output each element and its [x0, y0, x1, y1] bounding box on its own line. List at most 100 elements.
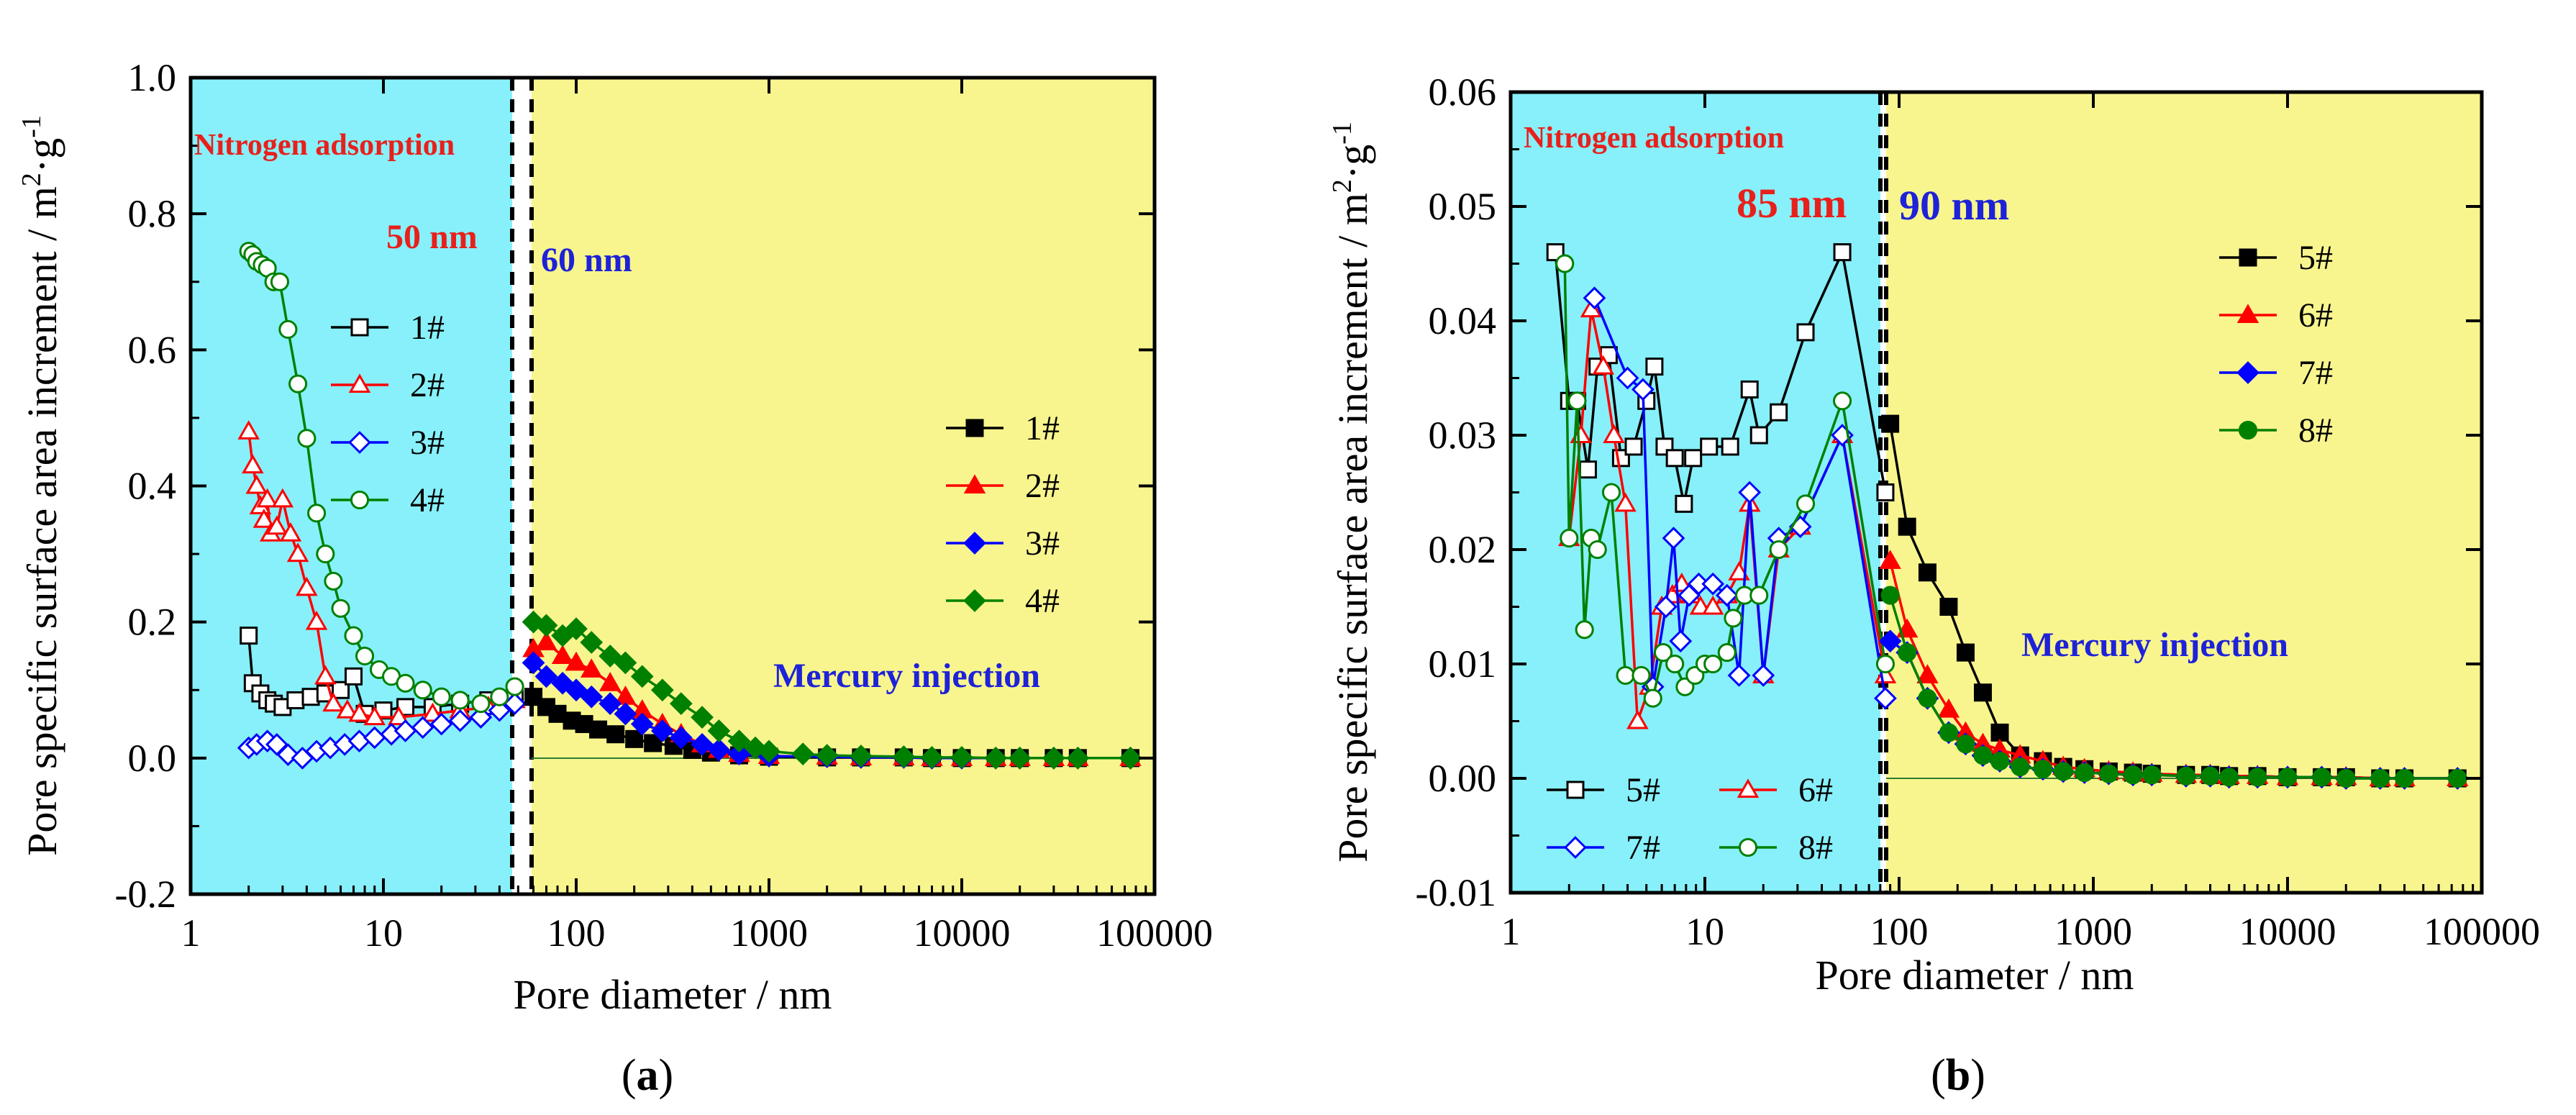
data-point	[450, 691, 470, 710]
x-tick-label: 100	[547, 911, 606, 955]
data-point	[301, 688, 320, 706]
data-point	[1939, 723, 1958, 742]
legend-marker	[350, 318, 369, 337]
legend-item-5#: 5#	[1547, 771, 1660, 809]
data-point	[1592, 355, 1615, 375]
series-nitrogen-3#	[237, 692, 527, 770]
region-label-nitrogen-b: Nitrogen adsorption	[1524, 122, 1784, 155]
legend-label: 4#	[1025, 582, 1060, 620]
data-point	[565, 651, 588, 671]
legend-label: 7#	[2298, 354, 2333, 392]
data-point	[307, 504, 327, 523]
data-point	[271, 488, 294, 508]
data-point	[1740, 380, 1759, 399]
legend-marker	[348, 373, 371, 393]
data-point	[630, 712, 654, 736]
data-point	[1874, 686, 1897, 710]
series-mercury-8#	[1880, 586, 2467, 788]
legend-item-8#: 8#	[2219, 411, 2333, 450]
data-point	[1898, 517, 1916, 536]
legend-item-2#: 2#	[946, 467, 1060, 505]
data-point	[413, 681, 432, 700]
y-tick-label: -0.01	[1416, 871, 1496, 914]
data-point	[1990, 752, 2010, 771]
data-point	[1066, 746, 1090, 770]
y-axis-label-b: Pore specific surface area increment / m…	[1327, 122, 1376, 863]
data-point	[448, 709, 472, 732]
x-tick-label: 1	[1501, 910, 1521, 953]
data-point	[625, 729, 644, 748]
legend-marker	[2236, 361, 2259, 384]
data-point	[1956, 734, 1975, 754]
data-point	[488, 698, 511, 722]
data-point	[237, 420, 260, 440]
data-point	[1727, 664, 1751, 687]
x-tick-label: 10	[364, 911, 403, 955]
data-point	[1749, 426, 1768, 445]
data-point	[1665, 654, 1685, 674]
legend-item-4#: 4#	[331, 481, 445, 519]
y-tick-label: 0.05	[1429, 185, 1497, 228]
legend-a-filled: 1# 2# 3# 4#	[946, 409, 1060, 620]
y-tick-label: 0.02	[1429, 528, 1497, 571]
data-point	[296, 576, 318, 596]
data-point	[324, 571, 343, 591]
legend-b-filled: 5# 6# 7# 8#	[2219, 239, 2333, 450]
data-point	[1703, 654, 1723, 674]
data-point	[344, 626, 363, 645]
data-point	[1643, 688, 1662, 708]
y-tick-label: 0.0	[128, 737, 177, 780]
data-point	[1614, 492, 1637, 512]
data-point	[490, 687, 509, 706]
mercury-region-a	[532, 78, 1155, 894]
data-point	[279, 522, 302, 542]
data-point	[2312, 768, 2331, 787]
data-point	[1669, 629, 1693, 653]
data-point	[1626, 709, 1649, 729]
data-point	[1645, 358, 1664, 376]
data-point	[286, 542, 309, 563]
series-nitrogen-8#	[1555, 254, 1895, 708]
legend-marker	[1738, 837, 1758, 857]
x-tick-label: 10	[1685, 910, 1724, 953]
y-tick-label: 0.8	[128, 192, 177, 235]
data-point	[1973, 746, 1993, 765]
legend-item-3#: 3#	[331, 424, 445, 462]
data-point	[2124, 765, 2143, 785]
data-point	[1833, 243, 1852, 262]
data-point	[1588, 540, 1607, 560]
legend-item-1#: 1#	[946, 409, 1060, 447]
data-point	[1832, 391, 1852, 411]
data-point	[1567, 391, 1587, 411]
data-point	[1578, 460, 1597, 479]
legend-item-7#: 7#	[1547, 829, 1660, 867]
legend-marker	[963, 532, 986, 555]
data-point	[691, 706, 714, 729]
legend-label: 5#	[2298, 239, 2333, 277]
data-point	[1662, 527, 1685, 550]
data-point	[1119, 746, 1142, 770]
data-point	[1796, 494, 1816, 514]
data-point	[2033, 760, 2052, 779]
x-tick-label: 1000	[2054, 910, 2132, 953]
data-point	[1956, 643, 1975, 662]
series-nitrogen-4#	[239, 242, 524, 714]
data-point	[2011, 757, 2030, 777]
legend-b-open: 5# 6# 7# 8#	[1547, 771, 1833, 867]
data-point	[2277, 768, 2298, 787]
data-point	[314, 665, 337, 685]
legend-item-5#: 5#	[2219, 239, 2333, 277]
panel-a: 1 10 100 1000 10000 100000 -0.2 0.0 0.2 0.4 0.6 0.8…	[17, 56, 1213, 1100]
data-point	[1898, 643, 1917, 663]
data-point	[1684, 449, 1703, 468]
data-point	[650, 678, 674, 702]
nitrogen-region-a	[191, 78, 512, 894]
legend-marker	[963, 474, 986, 493]
data-point	[757, 739, 780, 763]
data-point	[727, 729, 751, 753]
data-point	[1878, 629, 1902, 653]
legend-marker	[2239, 248, 2257, 267]
data-point	[614, 651, 637, 675]
data-point	[2176, 766, 2195, 786]
data-point	[1700, 437, 1719, 456]
